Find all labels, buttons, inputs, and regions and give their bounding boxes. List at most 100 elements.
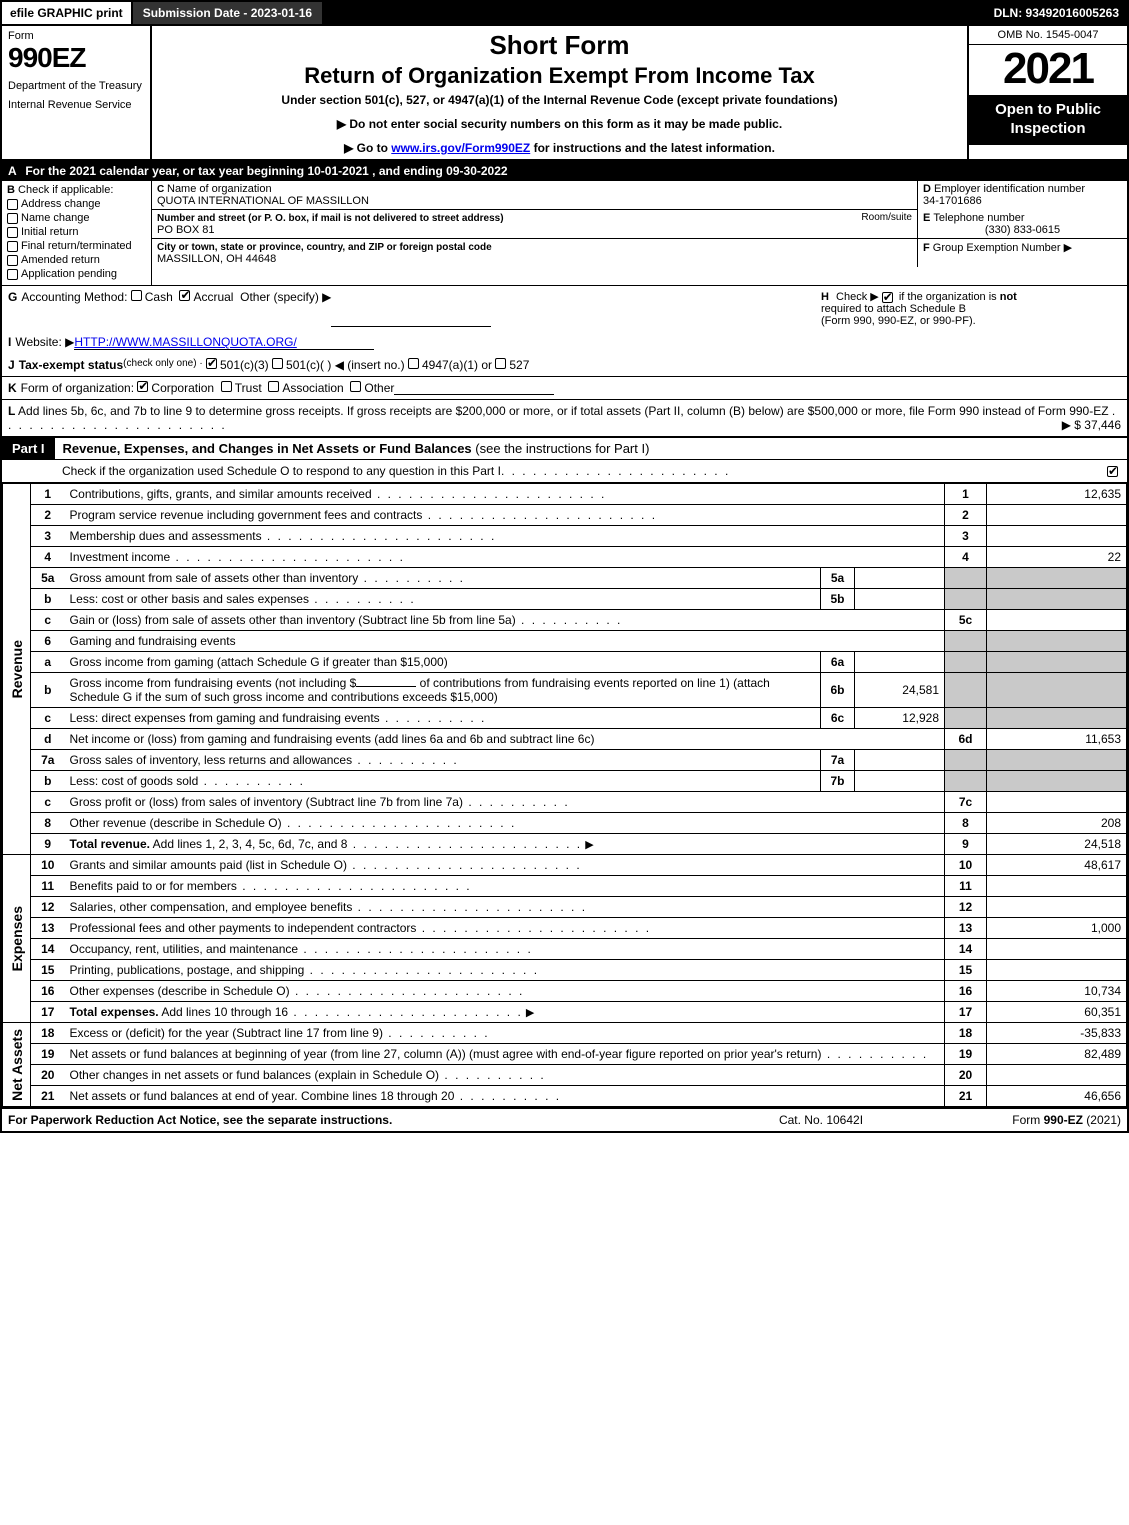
l6b-blank[interactable] bbox=[356, 686, 416, 687]
l6c-subamt: 12,928 bbox=[855, 708, 945, 729]
netassets-sidebar: Net Assets bbox=[3, 1023, 31, 1107]
row-7c: c Gross profit or (loss) from sales of i… bbox=[3, 792, 1127, 813]
footer-left: For Paperwork Reduction Act Notice, see … bbox=[8, 1113, 721, 1127]
l6c-amt-shade bbox=[987, 708, 1127, 729]
l11-ref: 11 bbox=[945, 876, 987, 897]
l7b-amt-shade bbox=[987, 771, 1127, 792]
l5b-ref-shade bbox=[945, 589, 987, 610]
cb-amended-return[interactable] bbox=[7, 255, 18, 266]
l5c-amt bbox=[987, 610, 1127, 631]
row-5a: 5a Gross amount from sale of assets othe… bbox=[3, 568, 1127, 589]
l6a-subref: 6a bbox=[821, 652, 855, 673]
row-j-tax-exempt: J Tax-exempt status (check only one) · 5… bbox=[2, 354, 1127, 377]
l9-no: 9 bbox=[31, 834, 65, 855]
l17-no: 17 bbox=[31, 1002, 65, 1023]
cb-4947[interactable] bbox=[408, 358, 419, 369]
irs-link[interactable]: www.irs.gov/Form990EZ bbox=[391, 141, 530, 155]
row-20: 20Other changes in net assets or fund ba… bbox=[3, 1065, 1127, 1086]
l21-no: 21 bbox=[31, 1086, 65, 1107]
cb-schedule-o-parti[interactable] bbox=[1107, 466, 1118, 477]
efile-print-label[interactable]: efile GRAPHIC print bbox=[2, 2, 133, 24]
row-11: 11Benefits paid to or for members11 bbox=[3, 876, 1127, 897]
cb-501c3[interactable] bbox=[206, 358, 217, 369]
l1-no: 1 bbox=[31, 484, 65, 505]
l16-desc: Other expenses (describe in Schedule O) bbox=[65, 981, 945, 1002]
l5a-subamt bbox=[855, 568, 945, 589]
l7c-desc: Gross profit or (loss) from sales of inv… bbox=[65, 792, 945, 813]
h-text3: (Form 990, 990-EZ, or 990-PF). bbox=[821, 315, 976, 327]
cb-accrual[interactable] bbox=[179, 290, 190, 301]
topbar-spacer bbox=[324, 2, 985, 24]
k-other-field[interactable] bbox=[394, 381, 554, 395]
page-footer: For Paperwork Reduction Act Notice, see … bbox=[2, 1107, 1127, 1131]
b-label: Check if applicable: bbox=[18, 184, 113, 196]
g-label: Accounting Method: bbox=[21, 290, 127, 327]
l10-no: 10 bbox=[31, 855, 65, 876]
k-o2: Trust bbox=[235, 381, 262, 395]
l9-desc: Total revenue. Add lines 1, 2, 3, 4, 5c,… bbox=[65, 834, 945, 855]
cb-amended-return-label: Amended return bbox=[21, 254, 100, 266]
l19-ref: 19 bbox=[945, 1044, 987, 1065]
i-label: Website: ▶ bbox=[15, 335, 74, 350]
row-21: 21Net assets or fund balances at end of … bbox=[3, 1086, 1127, 1107]
l14-amt bbox=[987, 939, 1127, 960]
cb-trust[interactable] bbox=[221, 381, 232, 392]
l3-ref: 3 bbox=[945, 526, 987, 547]
cb-cash[interactable] bbox=[131, 290, 142, 301]
l5a-desc: Gross amount from sale of assets other t… bbox=[65, 568, 821, 589]
cb-initial-return[interactable] bbox=[7, 227, 18, 238]
cb-address-change[interactable] bbox=[7, 199, 18, 210]
l2-desc: Program service revenue including govern… bbox=[65, 505, 945, 526]
footer-catno: Cat. No. 10642I bbox=[721, 1113, 921, 1127]
goto-note: ▶ Go to www.irs.gov/Form990EZ for instru… bbox=[160, 141, 959, 155]
cb-association[interactable] bbox=[268, 381, 279, 392]
h-post: if the organization is bbox=[899, 291, 1000, 303]
part-i-table: Revenue 1 Contributions, gifts, grants, … bbox=[2, 483, 1127, 1107]
cb-application-pending[interactable] bbox=[7, 269, 18, 280]
l11-desc: Benefits paid to or for members bbox=[65, 876, 945, 897]
l17-ref: 17 bbox=[945, 1002, 987, 1023]
row-8: 8 Other revenue (describe in Schedule O)… bbox=[3, 813, 1127, 834]
row-14: 14Occupancy, rent, utilities, and mainte… bbox=[3, 939, 1127, 960]
form-990ez-page: efile GRAPHIC print Submission Date - 20… bbox=[0, 0, 1129, 1133]
cb-501c[interactable] bbox=[272, 358, 283, 369]
title-block: Form 990EZ Department of the Treasury In… bbox=[2, 26, 1127, 161]
l21-desc: Net assets or fund balances at end of ye… bbox=[65, 1086, 945, 1107]
l20-desc: Other changes in net assets or fund bala… bbox=[65, 1065, 945, 1086]
cb-other-org[interactable] bbox=[350, 381, 361, 392]
cb-final-return[interactable] bbox=[7, 241, 18, 252]
l5c-no: c bbox=[31, 610, 65, 631]
row-13: 13Professional fees and other payments t… bbox=[3, 918, 1127, 939]
l5c-ref: 5c bbox=[945, 610, 987, 631]
l7a-ref-shade bbox=[945, 750, 987, 771]
l7a-desc: Gross sales of inventory, less returns a… bbox=[65, 750, 821, 771]
l12-amt bbox=[987, 897, 1127, 918]
l5b-subamt bbox=[855, 589, 945, 610]
l9-ref: 9 bbox=[945, 834, 987, 855]
l7b-ref-shade bbox=[945, 771, 987, 792]
l21-amt: 46,656 bbox=[987, 1086, 1127, 1107]
g-accrual: Accrual bbox=[193, 290, 233, 327]
l15-desc: Printing, publications, postage, and shi… bbox=[65, 960, 945, 981]
cb-name-change[interactable] bbox=[7, 213, 18, 224]
row-19: 19Net assets or fund balances at beginni… bbox=[3, 1044, 1127, 1065]
l8-ref: 8 bbox=[945, 813, 987, 834]
l1-ref: 1 bbox=[945, 484, 987, 505]
cb-corporation[interactable] bbox=[137, 381, 148, 392]
l4-desc: Investment income bbox=[65, 547, 945, 568]
row-l-gross-receipts: L Add lines 5b, 6c, and 7b to line 9 to … bbox=[2, 400, 1127, 438]
cb-h-not-required[interactable] bbox=[882, 292, 893, 303]
row-i-website: I Website: ▶ HTTP://WWW.MASSILLONQUOTA.O… bbox=[2, 331, 1127, 354]
l7a-no: 7a bbox=[31, 750, 65, 771]
addr-label: Number and street (or P. O. box, if mail… bbox=[157, 213, 504, 224]
row-k-form-of-org: K Form of organization: Corporation Trus… bbox=[2, 377, 1127, 400]
website-link[interactable]: HTTP://WWW.MASSILLONQUOTA.ORG/ bbox=[74, 335, 374, 350]
l20-amt bbox=[987, 1065, 1127, 1086]
l17-desc: Total expenses. Add lines 10 through 16 bbox=[65, 1002, 945, 1023]
g-other-field[interactable] bbox=[331, 290, 491, 327]
h-text2: required to attach Schedule B bbox=[821, 303, 966, 315]
addr-value: PO BOX 81 bbox=[157, 224, 214, 236]
l6b-ref-shade bbox=[945, 673, 987, 708]
cb-527[interactable] bbox=[495, 358, 506, 369]
l13-amt: 1,000 bbox=[987, 918, 1127, 939]
